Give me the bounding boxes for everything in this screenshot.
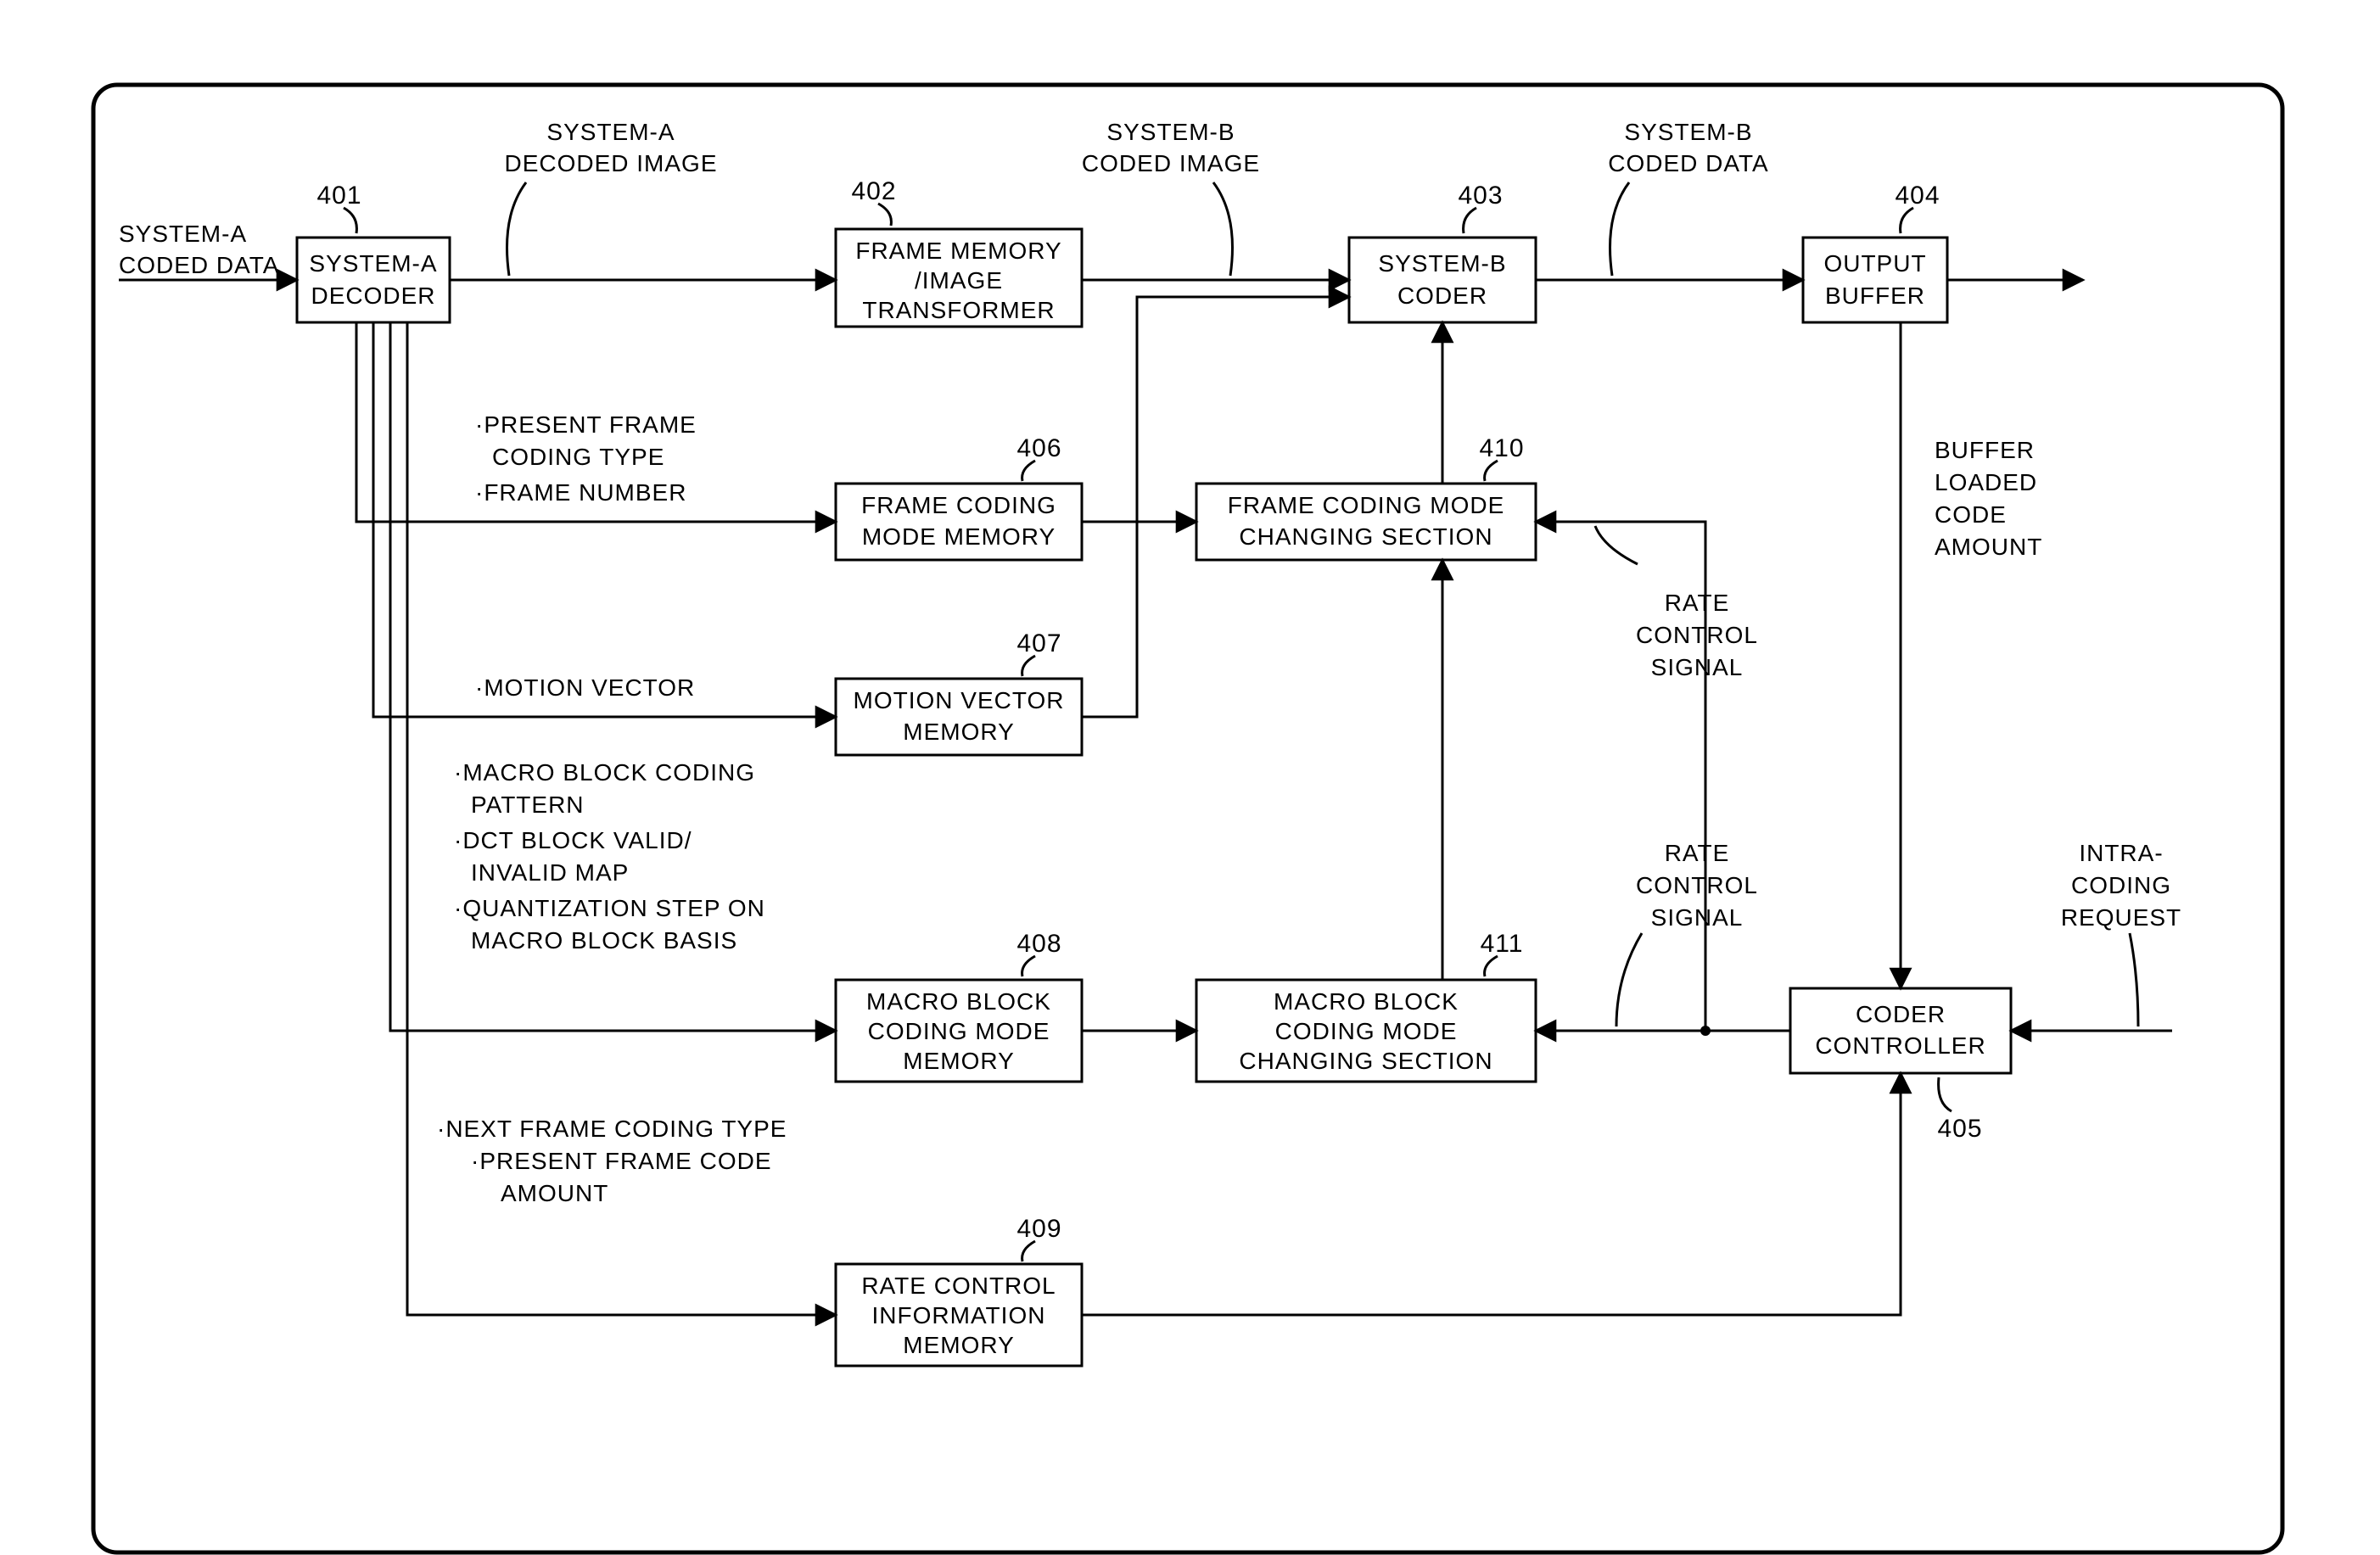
label-buffer-l2: LOADED	[1935, 469, 2037, 495]
block-411: MACRO BLOCK CODING MODE CHANGING SECTION…	[1196, 930, 1536, 1082]
label-408-l6: MACRO BLOCK BASIS	[471, 927, 737, 954]
block-407-line1: MOTION VECTOR	[854, 687, 1065, 713]
label-coded-image-l2: CODED IMAGE	[1082, 150, 1260, 176]
block-402-num: 402	[851, 177, 896, 205]
block-410-line1: FRAME CODING MODE	[1228, 492, 1505, 518]
label-buffer-l4: AMOUNT	[1935, 534, 2042, 560]
block-403-line2: CODER	[1397, 282, 1487, 309]
label-coded-data-l1: SYSTEM-B	[1624, 119, 1752, 145]
block-404-num: 404	[1895, 182, 1940, 210]
label-409-l1: ·NEXT FRAME CODING TYPE	[437, 1116, 787, 1142]
block-406: FRAME CODING MODE MEMORY 406	[836, 434, 1082, 560]
label-408-l1: ·MACRO BLOCK CODING	[454, 759, 755, 786]
label-decoded-image-l1: SYSTEM-A	[546, 119, 675, 145]
label-coded-image: SYSTEM-B CODED IMAGE	[1082, 119, 1260, 276]
block-411-line2: CODING MODE	[1275, 1018, 1458, 1044]
block-409-line2: INFORMATION	[872, 1302, 1046, 1328]
block-401-line2: DECODER	[311, 282, 435, 309]
label-intra-l1: INTRA-	[2079, 840, 2163, 866]
block-402-line3: TRANSFORMER	[862, 297, 1055, 323]
block-410: FRAME CODING MODE CHANGING SECTION 410	[1196, 434, 1536, 560]
label-to-408: ·MACRO BLOCK CODING PATTERN ·DCT BLOCK V…	[454, 759, 765, 954]
label-rate-control-1: RATE CONTROL SIGNAL	[1595, 526, 1758, 680]
block-402: FRAME MEMORY /IMAGE TRANSFORMER 402	[836, 177, 1082, 327]
block-407-num: 407	[1016, 629, 1061, 657]
label-rc1-l2: CONTROL	[1636, 622, 1758, 648]
label-rc1-l1: RATE	[1665, 590, 1730, 616]
label-408-l3: ·DCT BLOCK VALID/	[454, 827, 692, 853]
block-406-line2: MODE MEMORY	[862, 523, 1056, 550]
label-input-a-l2: CODED DATA	[119, 252, 279, 278]
block-405-line1: CODER	[1856, 1001, 1946, 1027]
label-408-l4: INVALID MAP	[471, 859, 629, 886]
block-406-line1: FRAME CODING	[861, 492, 1056, 518]
label-buffer-l1: BUFFER	[1935, 437, 2035, 463]
junction-405-branch	[1700, 1026, 1711, 1036]
label-rc2-l1: RATE	[1665, 840, 1730, 866]
diagram-root: SYSTEM-A DECODER 401 FRAME MEMORY /IMAGE…	[0, 0, 2380, 1555]
label-input-a-l1: SYSTEM-A	[119, 221, 247, 247]
block-410-line2: CHANGING SECTION	[1239, 523, 1492, 550]
block-408-line1: MACRO BLOCK	[866, 988, 1051, 1015]
block-408: MACRO BLOCK CODING MODE MEMORY 408	[836, 930, 1082, 1082]
label-406-l3: ·FRAME NUMBER	[475, 479, 686, 506]
block-409-line1: RATE CONTROL	[861, 1273, 1056, 1299]
block-404: OUTPUT BUFFER 404	[1803, 182, 1947, 322]
wire-409-405	[1082, 1073, 1901, 1315]
block-402-line2: /IMAGE	[915, 267, 1003, 294]
label-406-l2: CODING TYPE	[492, 444, 664, 470]
block-403-num: 403	[1458, 182, 1503, 210]
label-409-l2: ·PRESENT FRAME CODE	[471, 1148, 772, 1174]
label-407-l1: ·MOTION VECTOR	[475, 674, 695, 701]
block-409: RATE CONTROL INFORMATION MEMORY 409	[836, 1215, 1082, 1366]
block-407-line2: MEMORY	[903, 719, 1015, 745]
label-buffer-l3: CODE	[1935, 501, 2007, 528]
label-coded-data: SYSTEM-B CODED DATA	[1608, 119, 1768, 276]
label-intra-l3: REQUEST	[2061, 904, 2181, 931]
block-408-line3: MEMORY	[903, 1048, 1015, 1074]
block-409-line3: MEMORY	[903, 1332, 1015, 1358]
block-406-num: 406	[1016, 434, 1061, 462]
label-408-l2: PATTERN	[471, 791, 585, 818]
label-coded-data-l2: CODED DATA	[1608, 150, 1768, 176]
label-input-a: SYSTEM-A CODED DATA	[119, 221, 279, 278]
label-to-406: ·PRESENT FRAME CODING TYPE ·FRAME NUMBER	[475, 411, 697, 506]
label-to-407: ·MOTION VECTOR	[475, 674, 695, 701]
block-401-line1: SYSTEM-A	[309, 250, 437, 277]
block-410-num: 410	[1479, 434, 1524, 462]
label-409-l3: AMOUNT	[501, 1180, 608, 1206]
block-408-line2: CODING MODE	[868, 1018, 1050, 1044]
label-intra-l2: CODING	[2071, 872, 2171, 898]
block-403-line1: SYSTEM-B	[1378, 250, 1506, 277]
block-401-num: 401	[316, 182, 361, 210]
label-rc2-l2: CONTROL	[1636, 872, 1758, 898]
block-411-num: 411	[1481, 930, 1524, 958]
label-rc2-l3: SIGNAL	[1651, 904, 1744, 931]
label-rate-control-2: RATE CONTROL SIGNAL	[1616, 840, 1758, 1026]
label-decoded-image: SYSTEM-A DECODED IMAGE	[504, 119, 717, 276]
label-406-l1: ·PRESENT FRAME	[475, 411, 697, 438]
block-411-line3: CHANGING SECTION	[1239, 1048, 1492, 1074]
block-407: MOTION VECTOR MEMORY 407	[836, 629, 1082, 755]
block-402-line1: FRAME MEMORY	[855, 238, 1061, 264]
block-401: SYSTEM-A DECODER 401	[297, 182, 450, 322]
label-to-409: ·NEXT FRAME CODING TYPE ·PRESENT FRAME C…	[437, 1116, 787, 1206]
block-405-line2: CONTROLLER	[1815, 1032, 1985, 1059]
block-405-num: 405	[1937, 1115, 1982, 1143]
label-rc1-l3: SIGNAL	[1651, 654, 1744, 680]
block-408-num: 408	[1016, 930, 1061, 958]
wire-401-407	[373, 322, 836, 717]
block-409-num: 409	[1016, 1215, 1061, 1243]
block-404-line1: OUTPUT	[1823, 250, 1926, 277]
block-411-line1: MACRO BLOCK	[1274, 988, 1459, 1015]
label-decoded-image-l2: DECODED IMAGE	[504, 150, 717, 176]
block-404-line2: BUFFER	[1825, 282, 1925, 309]
block-403: SYSTEM-B CODER 403	[1349, 182, 1536, 322]
label-408-l5: ·QUANTIZATION STEP ON	[454, 895, 765, 921]
label-buffer-amount: BUFFER LOADED CODE AMOUNT	[1935, 437, 2042, 560]
label-coded-image-l1: SYSTEM-B	[1106, 119, 1235, 145]
label-intra-request: INTRA- CODING REQUEST	[2061, 840, 2181, 1026]
